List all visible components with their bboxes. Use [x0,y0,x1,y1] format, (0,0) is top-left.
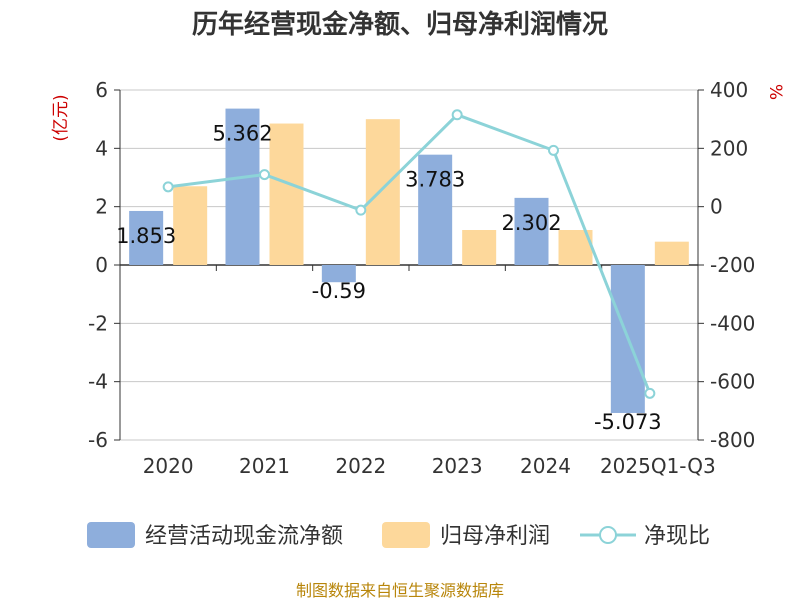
left-tick-label: 6 [95,78,108,102]
category-label: 2024 [520,454,571,478]
right-tick-label: -800 [710,428,755,452]
legend-label-ratio: 净现比 [644,524,710,549]
category-label: 2021 [239,454,290,478]
bar-net-profit [462,230,497,265]
right-tick-label: -600 [710,370,755,394]
right-axis-unit: % [765,84,785,100]
right-tick-label: 400 [710,78,748,102]
bar-cash-flow [418,154,453,265]
ratio-point [644,387,656,399]
category-label: 2025Q1-Q3 [600,454,716,478]
bar-cash-flow [514,197,549,265]
category-label: 2022 [335,454,386,478]
legend-swatch-ratio-marker [599,526,617,544]
ratio-point [451,109,463,121]
bars [129,108,689,413]
left-tick-label: -4 [88,370,108,394]
data-label: -0.59 [312,279,366,303]
legend: 经营活动现金流净额 归母净利润 净现比 [87,522,710,549]
bar-cash-flow [129,210,164,265]
right-tick-label: -200 [710,253,755,277]
category-label: 2020 [143,454,194,478]
left-tick-label: -6 [88,428,108,452]
ratio-point [355,204,367,216]
left-tick-label: 0 [95,253,108,277]
left-tick-label: 2 [95,195,108,219]
ratio-line [162,109,656,399]
data-label: 5.362 [212,122,272,146]
legend-swatch-cash-flow [87,522,135,548]
ratio-polyline [167,113,652,394]
legend-swatch-net-profit [382,522,430,548]
source-note: 制图数据来自恒生聚源数据库 [296,581,504,600]
bar-net-profit [269,123,304,266]
chart-title: 历年经营现金净额、归母净利润情况 [192,9,608,40]
right-tick-label: 200 [710,136,748,160]
data-label: 3.783 [405,168,465,192]
data-label: -5.073 [594,410,662,434]
bar-net-profit [654,241,689,265]
axes: 6 4 2 0 -2 -4 -6 400 200 0 -200 -400 -600 -800 2020 202… [88,78,755,478]
data-label: 1.853 [116,224,176,248]
ratio-point [259,169,270,181]
bar-net-profit [365,119,400,266]
data-label: 2.302 [501,211,561,235]
legend-label-cash-flow: 经营活动现金流净额 [145,524,343,549]
bar-net-profit [173,186,208,265]
category-label: 2023 [432,454,483,478]
data-labels: 1.853 5.362 -0.59 3.783 2.302 -5.073 [116,122,662,434]
left-tick-label: -2 [88,311,108,335]
ratio-point [162,181,174,193]
left-tick-label: 4 [95,136,108,160]
right-tick-label: -400 [710,311,755,335]
bar-cash-flow [225,108,260,265]
ratio-point [548,144,559,156]
left-axis-unit: (亿元) [51,94,71,141]
bar-cash-flow [321,265,356,283]
legend-label-net-profit: 归母净利润 [440,524,550,549]
right-tick-label: 0 [710,195,723,219]
